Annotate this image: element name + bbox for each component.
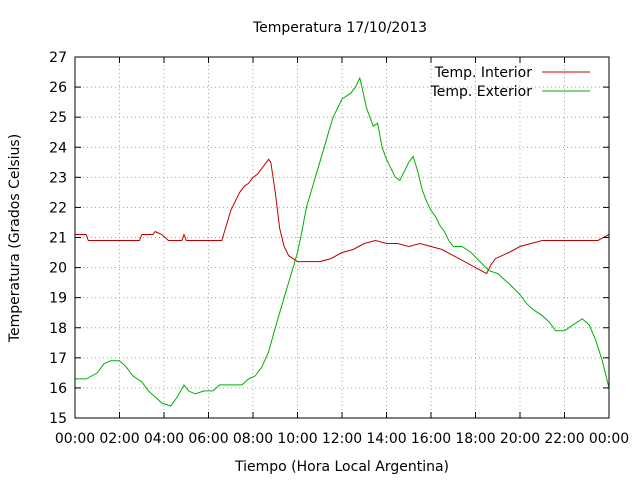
x-tick-label: 16:00	[411, 431, 451, 447]
y-tick-label: 18	[49, 321, 67, 337]
x-tick-label: 10:00	[277, 431, 317, 447]
x-tick-label: 00:00	[55, 431, 95, 447]
y-tick-label: 22	[49, 200, 67, 216]
x-tick-label: 20:00	[500, 431, 540, 447]
x-tick-label: 22:00	[544, 431, 584, 447]
x-tick-label: 04:00	[144, 431, 184, 447]
x-tick-label: 08:00	[233, 431, 273, 447]
series-line-interior	[75, 158, 610, 275]
chart-title: Temperatura 17/10/2013	[252, 20, 427, 36]
legend-label-exterior: Temp. Exterior	[430, 84, 533, 100]
legend: Temp. Interior Temp. Exterior	[430, 65, 590, 100]
x-tick-label: 12:00	[322, 431, 362, 447]
y-tick-label: 19	[49, 291, 67, 307]
y-tick-label: 23	[49, 170, 67, 186]
y-tick-label: 17	[49, 351, 67, 367]
x-axis-label: Tiempo (Hora Local Argentina)	[234, 459, 449, 475]
y-tick-label: 15	[49, 411, 67, 427]
grid	[75, 57, 609, 418]
x-tick-label: 00:00	[589, 431, 629, 447]
x-tick-label: 06:00	[188, 431, 228, 447]
y-axis-label: Temperatura (Grados Celsius)	[7, 134, 23, 343]
series-line-exterior	[75, 76, 610, 407]
y-tick-label: 20	[49, 261, 67, 277]
x-tick-label: 18:00	[455, 431, 495, 447]
y-tick-label: 25	[49, 110, 67, 126]
y-tick-label: 21	[49, 231, 67, 247]
series-layer	[75, 76, 610, 407]
y-tick-label: 24	[49, 140, 67, 156]
y-tick-label: 26	[49, 80, 67, 96]
y-tick-label: 16	[49, 381, 67, 397]
x-tick-label: 02:00	[99, 431, 139, 447]
y-tick-label: 27	[49, 50, 67, 66]
x-tick-label: 14:00	[366, 431, 406, 447]
legend-label-interior: Temp. Interior	[434, 65, 533, 81]
